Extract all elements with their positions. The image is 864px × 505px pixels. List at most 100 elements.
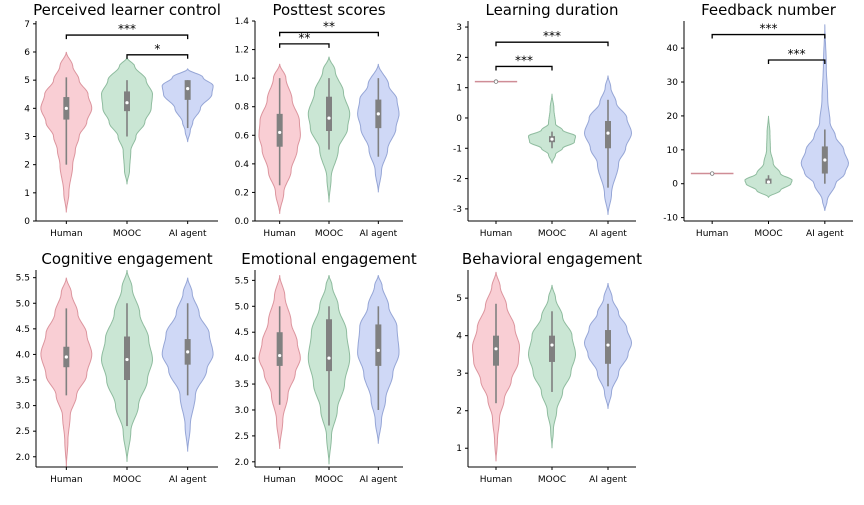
panel-6: Emotional engagement 2.0 2.5 3.0 3.5 4.0 4.5 5.… [235,250,417,485]
y-tick-label: 1.2 [235,46,249,56]
violin-body [744,115,793,199]
median-marker [550,343,554,347]
significance-bracket [495,41,609,47]
x-tick-label: Human [50,229,82,239]
y-tick-label: 5.5 [235,276,249,286]
y-tick-label: 4.0 [16,350,31,360]
iqr-box [605,330,611,364]
significance-label: * [154,42,160,56]
y-tick-label: 1 [456,84,462,94]
x-tick-label: AI agent [806,229,844,239]
panel-7: Behavioral engagement 1 2 3 4 5 Human MOOC AI ag… [456,250,642,485]
significance-label: *** [118,22,136,36]
y-tick-label: 3 [456,23,462,33]
violin-body [800,24,850,211]
x-tick-label: MOOC [315,475,343,485]
x-tick-label: Human [480,475,512,485]
y-tick-label: 2 [24,161,30,171]
significance-bracket [495,65,553,71]
median-marker [125,357,129,362]
iqr-box [276,332,283,366]
x-tick-label: Human [696,229,728,239]
panel-title: Emotional engagement [241,250,417,268]
x-tick-label: MOOC [754,229,782,239]
x-tick-label: AI agent [359,229,397,239]
median-marker [494,347,498,351]
y-tick-label: 5.0 [235,302,250,312]
y-tick-label: 5 [456,294,462,304]
y-tick-label: 0.2 [235,188,249,198]
significance-label: *** [515,53,533,67]
y-tick-label: 0.0 [235,217,250,227]
y-tick-label: 3 [24,132,30,142]
y-tick-label: 6 [24,48,30,58]
median-marker [606,343,610,347]
y-tick-label: 3.5 [16,376,30,386]
median-marker [186,350,190,354]
panel-4: Feedback number -10 0 10 20 30 40 Human MOOC AI a… [663,1,853,239]
median-marker [327,116,331,120]
violin-body [527,93,577,164]
median-marker [64,106,68,110]
x-tick-label: AI agent [589,229,627,239]
y-tick-label: -10 [663,214,678,224]
significance-label: *** [760,22,778,36]
y-tick-label: 40 [667,44,679,54]
panel-title: Feedback number [701,1,837,19]
y-tick-label: 5 [24,76,30,86]
panel-5: Cognitive engagement 2.0 2.5 3.0 3.5 4.0 4.5 5.… [16,250,218,485]
y-tick-label: 3.0 [235,406,250,416]
y-tick-label: 2.5 [235,432,249,442]
x-tick-label: AI agent [359,475,397,485]
y-tick-label: 2.0 [235,458,250,468]
y-tick-label: 2.5 [16,427,30,437]
panel-title: Learning duration [485,1,618,19]
x-tick-label: Human [263,229,295,239]
panel-title: Cognitive engagement [41,250,212,268]
median-marker [278,353,282,358]
y-tick-label: 5.0 [16,299,31,309]
x-tick-label: MOOC [113,229,141,239]
median-marker [606,131,610,135]
significance-bracket [126,54,189,59]
significance-label: ** [323,19,335,33]
median-marker [823,158,827,162]
y-tick-label: 3 [456,369,462,379]
x-tick-label: MOOC [113,475,141,485]
y-tick-label: 1.0 [235,74,250,84]
panel-1: Perceived learner control 0 1 2 3 4 5 6 7 Human MO… [24,1,221,239]
median-marker [376,112,380,116]
y-tick-label: 4.5 [235,328,249,338]
y-tick-label: 4 [24,104,30,114]
y-tick-label: -1 [453,144,462,154]
iqr-box [375,324,382,366]
significance-label: *** [543,29,561,43]
y-tick-label: 4 [456,332,462,342]
median-marker [186,87,190,91]
y-tick-label: 1 [456,444,462,454]
y-tick-label: 30 [667,78,679,88]
y-tick-label: 0.6 [235,131,250,141]
median-marker [766,180,771,184]
y-tick-label: 5.5 [16,274,30,284]
median-marker [64,355,68,359]
x-tick-label: Human [263,475,295,485]
x-tick-label: AI agent [169,229,207,239]
y-tick-label: 20 [667,112,679,122]
y-tick-label: 1 [24,189,30,199]
significance-label: ** [298,31,310,45]
iqr-box [276,113,283,147]
significance-bracket [65,34,189,40]
iqr-box [326,319,332,372]
y-tick-label: 0.4 [235,160,250,170]
median-marker [125,101,129,105]
y-tick-label: 3.5 [235,380,249,390]
panel-title: Posttest scores [272,1,385,19]
y-tick-label: 0.8 [235,103,250,113]
x-tick-label: AI agent [169,475,207,485]
significance-label: *** [788,47,806,61]
iqr-box [549,335,555,362]
y-tick-label: 2.0 [16,453,31,463]
y-tick-label: 2 [456,53,462,63]
